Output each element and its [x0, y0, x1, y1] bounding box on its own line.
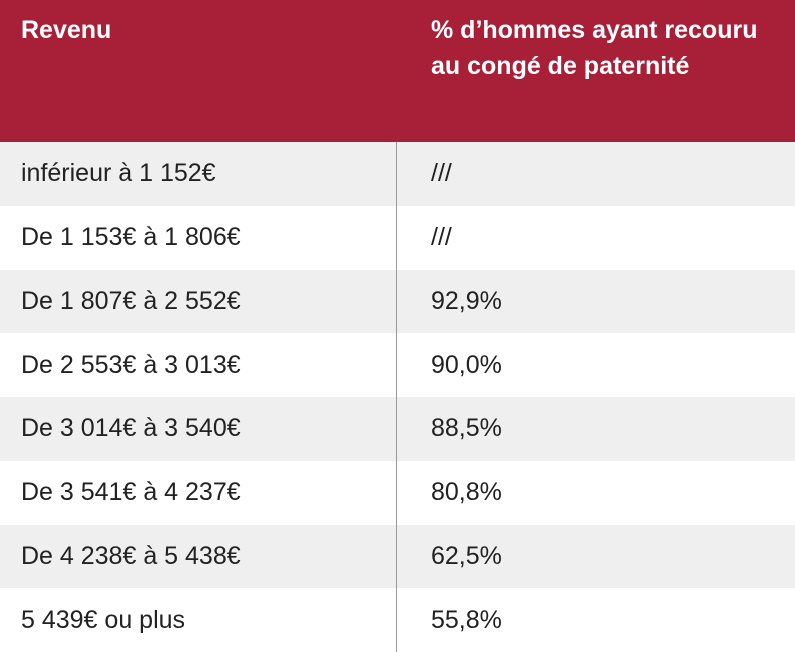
header-pourcentage: % d’hommes ayant recouru au congé de pat… — [431, 16, 758, 80]
column-divider — [396, 142, 397, 652]
table-row: De 3 014€ à 3 540€ 88,5% — [0, 397, 795, 461]
cell-pourcentage: 55,8% — [431, 605, 502, 634]
cell-pourcentage: /// — [431, 223, 452, 252]
cell-pourcentage: 62,5% — [431, 541, 502, 570]
cell-revenu: De 4 238€ à 5 438€ — [21, 541, 241, 570]
cell-revenu: De 2 553€ à 3 013€ — [21, 350, 241, 379]
cell-pourcentage: 90,0% — [431, 350, 502, 379]
cell-revenu: inférieur à 1 152€ — [21, 159, 216, 188]
cell-pourcentage: /// — [431, 159, 452, 188]
table-header: Revenu % d’hommes ayant recouru au congé… — [0, 0, 795, 142]
table-body: inférieur à 1 152€ /// De 1 153€ à 1 806… — [0, 142, 795, 652]
table-row: De 1 153€ à 1 806€ /// — [0, 205, 795, 270]
cell-pourcentage: 80,8% — [431, 478, 502, 507]
cell-revenu: 5 439€ ou plus — [21, 605, 186, 634]
table-row: De 3 541€ à 4 237€ 80,8% — [0, 460, 795, 525]
cell-revenu: De 1 153€ à 1 806€ — [21, 223, 241, 252]
table-row: De 2 553€ à 3 013€ 90,0% — [0, 333, 795, 397]
table-row: inférieur à 1 152€ /// — [0, 142, 795, 206]
cell-pourcentage: 88,5% — [431, 414, 502, 443]
table-row: De 1 807€ à 2 552€ 92,9% — [0, 269, 795, 334]
header-revenu: Revenu — [21, 16, 112, 44]
table-row: De 4 238€ à 5 438€ 62,5% — [0, 524, 795, 589]
cell-revenu: De 3 014€ à 3 540€ — [21, 414, 241, 443]
cell-pourcentage: 92,9% — [431, 286, 502, 315]
cell-revenu: De 3 541€ à 4 237€ — [21, 478, 241, 507]
cell-revenu: De 1 807€ à 2 552€ — [21, 286, 241, 315]
table-row: 5 439€ ou plus 55,8% — [0, 588, 795, 652]
